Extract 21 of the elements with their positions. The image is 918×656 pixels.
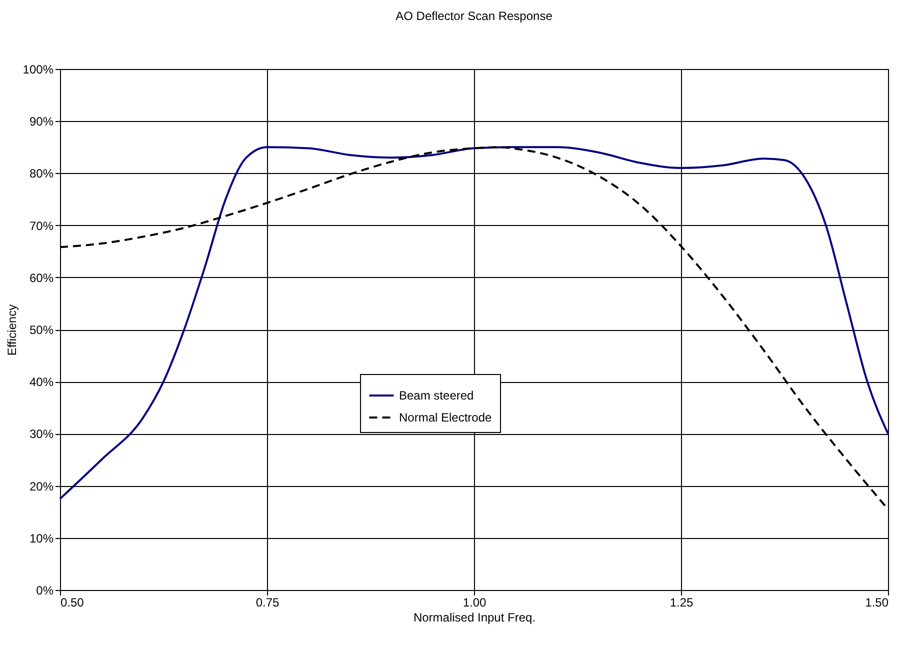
y-tick-label: 20% [29,479,54,494]
y-tick-label: 40% [29,375,54,390]
y-axis-title: Efficiency [4,304,19,356]
chart-title: AO Deflector Scan Response [396,9,553,23]
x-tick-label: 1.00 [462,596,486,610]
x-tick-label: 1.25 [670,596,694,610]
y-tick-label: 100% [22,62,54,76]
legend-label: Normal Electrode [399,410,492,424]
y-tick-label: 10% [29,531,54,546]
y-tick-label: 90% [29,114,54,129]
x-tick-label: 0.50 [60,596,84,610]
x-tick-label: 1.50 [865,596,889,610]
legend-label: Beam steered [399,388,474,402]
y-tick-label: 80% [29,166,54,181]
y-tick-label: 60% [29,270,54,285]
x-axis-title: Normalised Input Freq. [413,610,536,624]
y-tick-label: 30% [29,427,54,442]
y-tick-label: 0% [36,584,54,598]
y-tick-label: 50% [29,323,54,337]
x-tick-label: 0.75 [256,596,280,610]
y-tick-label: 70% [29,218,54,233]
